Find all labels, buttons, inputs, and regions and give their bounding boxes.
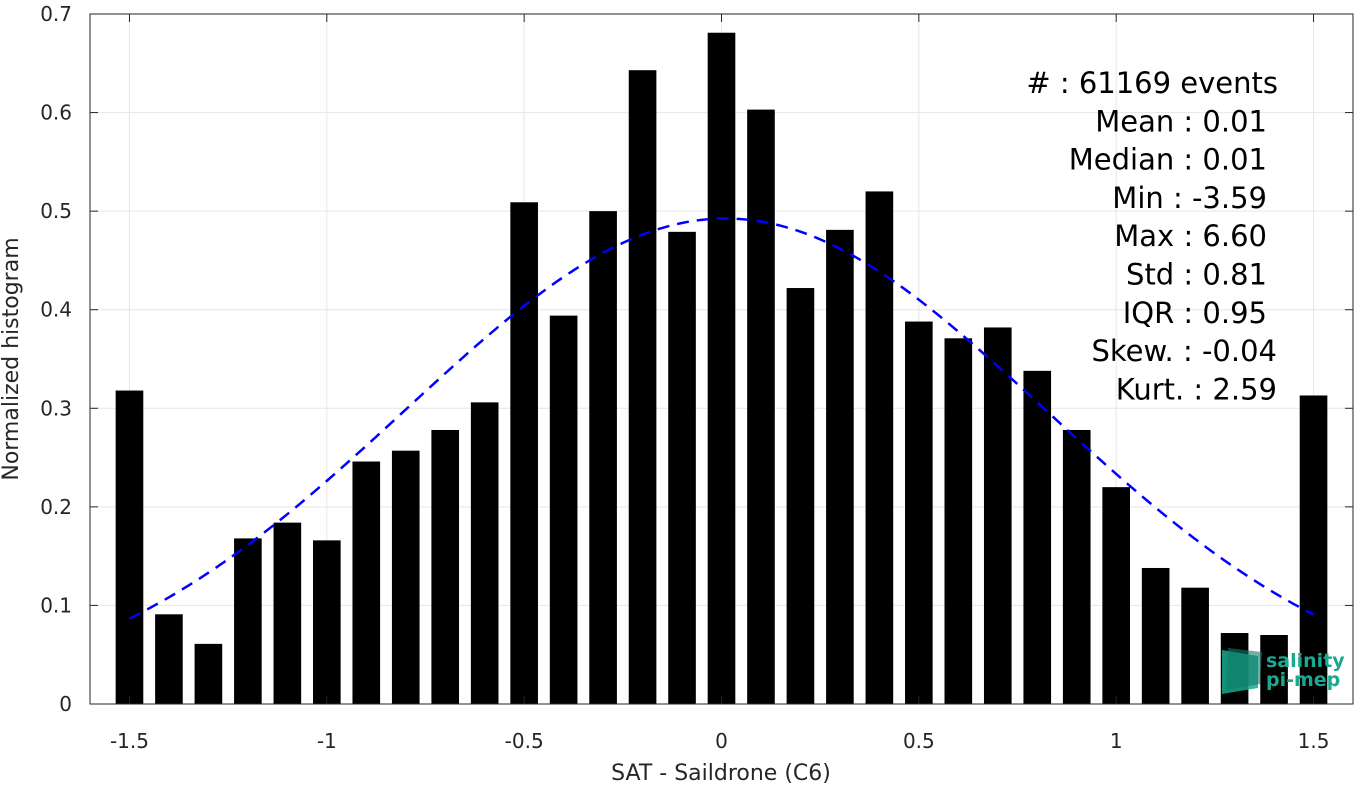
bars	[115, 32, 1328, 705]
x-axis-label: SAT - Saildrone (C6)	[611, 761, 831, 785]
stat-line: Max : 6.60	[1114, 219, 1267, 253]
stat-line: Min : -3.59	[1112, 181, 1267, 215]
histogram-bar	[865, 191, 894, 704]
histogram-bar	[1299, 395, 1328, 704]
histogram-bar	[826, 229, 854, 704]
histogram-bar	[707, 32, 736, 704]
histogram-bar	[1181, 587, 1209, 704]
histogram-bar	[273, 522, 302, 704]
stats-box: # : 61169 events Mean : 0.01 Median : 0.01…	[1026, 66, 1278, 406]
histogram-bar	[628, 70, 657, 704]
y-tick-label: 0.3	[40, 396, 72, 420]
y-tick-label: 0.7	[40, 2, 72, 26]
histogram-bar	[1141, 567, 1170, 704]
y-tick-label: 0.4	[40, 298, 72, 322]
x-tick-label: -1.5	[110, 729, 149, 753]
histogram-bar	[391, 450, 420, 704]
stat-line: Mean : 0.01	[1095, 104, 1267, 138]
histogram-bar	[983, 327, 1012, 704]
y-tick-label: 0.2	[40, 495, 72, 519]
y-tick-label: 0.5	[40, 199, 72, 223]
histogram-bar	[905, 321, 933, 704]
stat-line: Median : 0.01	[1069, 143, 1267, 177]
histogram-bar	[194, 643, 223, 704]
y-tick-label: 0	[59, 692, 72, 716]
histogram-bar	[352, 461, 381, 704]
histogram-bar	[312, 540, 341, 704]
stat-line: # : 61169 events	[1026, 66, 1278, 100]
histogram-bar	[431, 429, 460, 704]
x-tick-label: 0	[715, 729, 728, 753]
logo-text-line1: salinity	[1266, 650, 1345, 672]
histogram-bar	[1260, 635, 1288, 704]
histogram-bar	[510, 202, 538, 704]
stat-line: Skew. : -0.04	[1091, 334, 1277, 368]
stat-line: IQR : 0.95	[1123, 296, 1267, 330]
histogram-bar	[589, 211, 617, 704]
histogram-bar	[747, 109, 775, 705]
x-tick-label: -1	[317, 729, 337, 753]
histogram-bar	[1102, 487, 1131, 704]
logo-text-line2: pi-mep	[1266, 669, 1340, 691]
histogram-bar	[234, 538, 262, 704]
histogram-bar	[668, 231, 696, 705]
stat-line: Std : 0.81	[1126, 258, 1267, 292]
x-axis-ticks: -1.5 -1 -0.5 0 0.5 1 1.5	[110, 14, 1329, 753]
y-tick-label: 0.6	[40, 101, 72, 125]
gaussian-fit-curve	[128, 217, 1315, 620]
histogram-bar	[470, 402, 499, 704]
x-tick-label: 1.5	[1298, 729, 1330, 753]
x-tick-label: 0.5	[903, 729, 935, 753]
x-tick-label: 1	[1110, 729, 1123, 753]
histogram-bar	[115, 390, 144, 704]
histogram-bar	[1023, 370, 1052, 704]
histogram-bar	[944, 338, 973, 704]
histogram-bar	[1062, 429, 1091, 704]
stat-line: Kurt. : 2.59	[1116, 372, 1277, 406]
y-axis-label: Normalized histogram	[0, 237, 24, 480]
y-axis-ticks: 0 0.1 0.2 0.3 0.4 0.5 0.6 0.7	[40, 2, 1353, 716]
y-tick-label: 0.1	[40, 593, 72, 617]
histogram-bar	[549, 315, 578, 704]
histogram-bar	[155, 614, 183, 704]
histogram-bar	[786, 288, 815, 704]
x-tick-label: -0.5	[505, 729, 544, 753]
salinity-pi-mep-logo: salinity pi-mep	[1222, 648, 1345, 694]
